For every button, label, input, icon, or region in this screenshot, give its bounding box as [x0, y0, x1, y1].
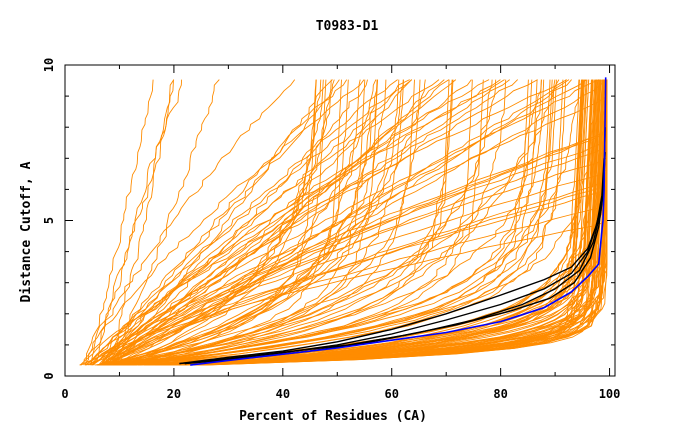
- model-curve: [89, 79, 410, 366]
- model-curve: [96, 79, 387, 366]
- model-curve: [114, 79, 584, 366]
- x-axis-label: Percent of Residues (CA): [239, 409, 427, 424]
- model-curve: [100, 79, 220, 366]
- x-tick-label: 40: [276, 387, 290, 401]
- model-curve: [109, 79, 333, 366]
- model-curve: [126, 79, 557, 366]
- model-curve: [101, 79, 484, 366]
- model-curve: [111, 79, 570, 366]
- model-curve: [131, 79, 582, 366]
- model-curve: [110, 79, 324, 366]
- model-curve: [94, 79, 542, 366]
- model-curve: [104, 79, 490, 366]
- x-tick-label: 60: [385, 387, 399, 401]
- model-curve: [85, 79, 413, 366]
- model-curve: [112, 79, 538, 366]
- model-curve: [103, 79, 361, 366]
- model-curve: [146, 79, 603, 366]
- target-curve: [190, 77, 607, 366]
- model-curve: [118, 79, 551, 366]
- model-curve: [106, 79, 473, 366]
- y-tick-label: 10: [42, 58, 56, 72]
- model-curve: [111, 79, 400, 366]
- x-tick-label: 80: [493, 387, 507, 401]
- model-curve: [119, 79, 426, 366]
- model-curve: [111, 79, 404, 366]
- model-curve: [98, 79, 519, 366]
- model-curve: [108, 79, 379, 366]
- model-curve: [129, 79, 327, 366]
- model-curve: [104, 79, 572, 366]
- model-curve: [100, 79, 510, 366]
- model-curve: [120, 79, 342, 366]
- model-curve: [84, 79, 174, 366]
- model-curve: [180, 79, 592, 366]
- model-curve: [116, 79, 378, 366]
- x-tick-label: 0: [61, 387, 68, 401]
- model-curves: [79, 79, 608, 366]
- model-curve: [108, 79, 366, 366]
- highlight-series-line-3: [184, 152, 606, 365]
- model-curve: [107, 79, 317, 366]
- model-curve: [85, 79, 154, 366]
- model-curve: [178, 79, 602, 366]
- model-curve: [85, 79, 348, 366]
- x-tick-label: 20: [167, 387, 181, 401]
- model-curve: [102, 79, 556, 366]
- model-curve: [144, 79, 601, 366]
- model-curve: [147, 79, 607, 366]
- model-curve: [100, 79, 493, 366]
- model-curve: [92, 79, 340, 366]
- model-curve: [97, 79, 454, 366]
- model-curve: [193, 79, 608, 366]
- model-curve: [198, 79, 608, 366]
- model-curve: [114, 79, 529, 366]
- model-curve: [120, 79, 335, 366]
- y-tick-label: 5: [42, 217, 56, 224]
- model-curve: [113, 79, 533, 366]
- y-tick-label: 0: [42, 372, 56, 379]
- axes: 0 20 40 60 80 100 0 5 10: [42, 58, 620, 401]
- model-curve: [97, 79, 445, 366]
- chart-title: T0983-D1: [316, 19, 379, 34]
- model-curve: [99, 79, 349, 366]
- model-curve: [83, 79, 365, 366]
- model-curve: [91, 79, 600, 366]
- model-curve: [91, 79, 296, 366]
- model-curve: [103, 79, 322, 366]
- model-curve: [80, 79, 413, 366]
- model-curve: [90, 79, 368, 366]
- model-curve: [125, 79, 580, 366]
- model-curve: [201, 79, 597, 366]
- model-curve: [104, 79, 175, 366]
- model-curve: [147, 79, 599, 366]
- model-curve: [192, 79, 590, 366]
- x-tick-label: 100: [599, 387, 621, 401]
- model-curve: [198, 79, 608, 366]
- target-series-line: [190, 77, 607, 366]
- y-axis-label: Distance Cutoff, A: [19, 161, 34, 302]
- model-curve: [120, 79, 421, 366]
